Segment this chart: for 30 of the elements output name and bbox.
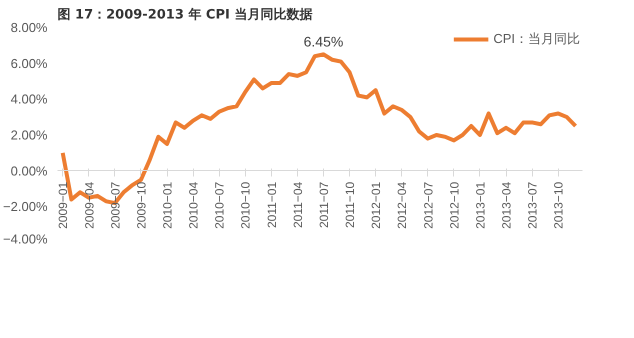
- x-tick-label: 2009−01: [56, 182, 70, 229]
- chart-title: 图 17：2009-2013 年 CPI 当月同比数据: [58, 8, 312, 22]
- legend-label: CPI：当月同比: [493, 30, 580, 48]
- x-tick-label: 2012−10: [447, 182, 462, 229]
- x-tick-label: 2013−04: [500, 182, 514, 229]
- x-tick-label: 2011−07: [316, 182, 331, 228]
- y-tick-label: 2.00%: [10, 128, 48, 142]
- x-tick-label: 2013−10: [552, 182, 566, 229]
- x-tick-label: 2013−01: [473, 182, 488, 229]
- x-tick-label: 2010−07: [212, 182, 227, 229]
- y-tick-label: −2.00%: [3, 199, 48, 214]
- x-tick-label: 2012−07: [421, 182, 436, 229]
- x-tick-label: 2011−01: [264, 182, 279, 228]
- x-tick-label: 2010−04: [186, 182, 201, 229]
- y-tick-label: −4.00%: [3, 232, 48, 246]
- x-tick-label: 2010−01: [160, 182, 175, 229]
- x-tick-label: 2010−10: [238, 182, 253, 229]
- x-tick-label: 2009−07: [108, 182, 122, 229]
- y-tick-label: 4.00%: [10, 92, 48, 107]
- x-tick-label: 2012−01: [369, 182, 384, 229]
- x-tick-label: 2012−04: [395, 182, 410, 229]
- x-tick-label: 2009−10: [134, 182, 148, 229]
- x-tick-label: 2009−04: [82, 182, 96, 229]
- x-tick-label: 2011−04: [290, 182, 305, 228]
- x-tick-label: 2013−07: [526, 182, 540, 229]
- y-tick-label: 8.00%: [10, 20, 48, 35]
- annotation: 6.45%: [304, 33, 344, 50]
- y-tick-label: 0.00%: [10, 163, 48, 178]
- y-tick-label: 6.00%: [10, 56, 48, 71]
- x-tick-label: 2011−10: [343, 182, 358, 228]
